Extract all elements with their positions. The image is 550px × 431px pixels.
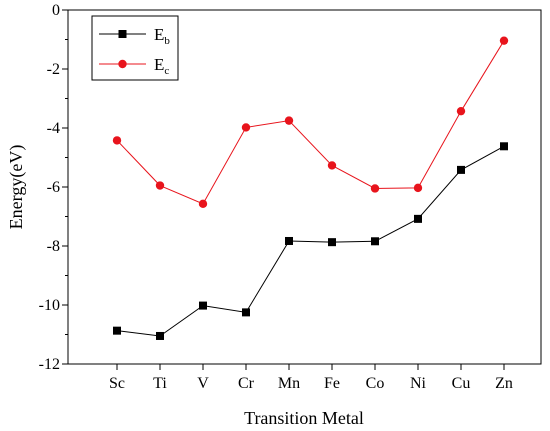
x-tick-label: Cr: [238, 375, 255, 392]
x-tick-label: V: [197, 375, 209, 392]
legend-label-c-sub: c: [164, 65, 169, 77]
data-point-c: [155, 181, 165, 190]
data-point-c: [112, 136, 122, 145]
data-point-c: [456, 106, 466, 116]
y-tick-label: -6: [47, 179, 60, 196]
y-axis-title: Energy(eV): [6, 145, 27, 230]
data-point-c: [327, 161, 337, 170]
legend: Eb Ec: [91, 15, 179, 81]
x-tick-label: Cu: [452, 375, 471, 392]
data-point-b: [371, 237, 379, 246]
x-tick-label: Ti: [153, 375, 167, 392]
data-point-b: [199, 301, 207, 310]
data-point-c: [284, 116, 294, 125]
data-point-c: [413, 183, 423, 193]
data-point-c: [198, 199, 208, 209]
data-point-b: [414, 214, 422, 223]
x-tick-label: Zn: [495, 375, 513, 392]
data-point-b: [242, 308, 250, 317]
data-point-b: [156, 331, 164, 340]
legend-label-b-main: E: [154, 25, 164, 44]
x-tick-label: Ni: [410, 375, 427, 392]
y-tick-label: 0: [52, 2, 60, 19]
y-tick-label: -12: [39, 356, 60, 373]
data-point-c: [370, 184, 380, 193]
legend-marker-c: [118, 59, 127, 69]
data-point-b: [500, 142, 508, 151]
series-line-b: [116, 145, 505, 337]
y-axis: 0 -2 -4 -6 -8 -10 -12: [39, 2, 68, 373]
x-tick-label: Mn: [278, 375, 300, 392]
x-tick-label: Co: [366, 375, 385, 392]
legend-label-b-sub: b: [164, 35, 170, 47]
legend-label-c: Ec: [154, 55, 169, 77]
legend-marker-b: [118, 30, 127, 38]
y-tick-label: -2: [47, 61, 60, 78]
x-axis: Sc Ti V Cr Mn Fe Co Ni Cu Zn: [109, 364, 513, 392]
y-tick-label: -10: [39, 297, 60, 314]
series-layer: [112, 36, 509, 340]
x-tick-label: Fe: [324, 375, 340, 392]
x-tick-label: Sc: [109, 375, 125, 392]
legend-label-c-main: E: [154, 55, 164, 74]
y-tick-label: -8: [47, 238, 60, 255]
x-axis-title: Transition Metal: [244, 408, 364, 428]
data-point-b: [457, 165, 465, 174]
data-point-c: [241, 123, 251, 132]
y-tick-label: -4: [47, 120, 60, 137]
data-point-c: [499, 36, 509, 45]
legend-box: [91, 15, 179, 81]
data-point-b: [113, 326, 121, 335]
data-point-b: [285, 236, 293, 245]
series-line-c: [116, 40, 505, 205]
legend-label-b: Eb: [154, 25, 170, 47]
data-point-b: [328, 238, 336, 247]
